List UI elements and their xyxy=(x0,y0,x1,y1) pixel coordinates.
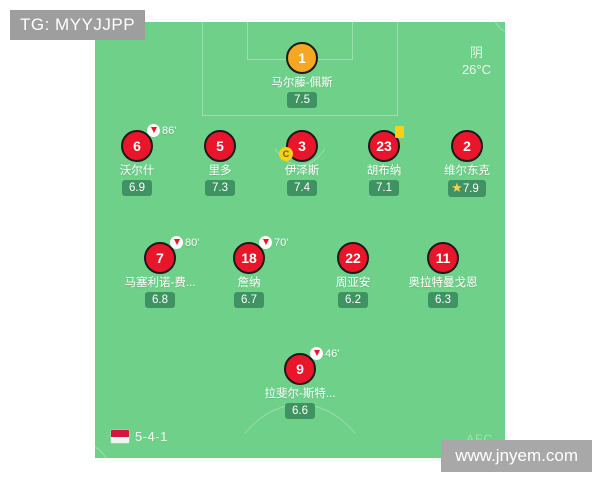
player-card[interactable]: 11 奥拉特曼戈恩 6.3 xyxy=(388,242,498,308)
player-rating-value: 7.9 xyxy=(462,183,479,195)
player-name: 詹纳 xyxy=(237,277,261,289)
team-flag-icon xyxy=(111,430,129,443)
sub-out-arrow-icon xyxy=(170,236,183,249)
player-rating: 7.1 xyxy=(369,180,399,196)
jersey-number-badge[interactable]: 23 xyxy=(368,130,400,162)
player-rating-row: 6.9 xyxy=(95,180,192,196)
player-rating-row: 7.5 xyxy=(247,92,357,108)
flag-band-bottom xyxy=(111,436,129,443)
jersey-wrap[interactable]: 11 xyxy=(427,242,459,274)
player-card[interactable]: 18 70' 詹纳 6.7 xyxy=(194,236,304,308)
jersey-wrap[interactable]: 23 xyxy=(368,126,404,162)
player-card[interactable]: 22 周亚安 6.2 xyxy=(298,242,408,308)
player-card[interactable]: 7 80' 马塞利诺-费... 6.8 xyxy=(105,236,215,308)
player-name: 维尔东克 xyxy=(444,165,490,177)
watermark-bottom-right: www.jnyem.com xyxy=(441,440,592,472)
player-rating: 6.7 xyxy=(234,292,264,308)
substitution-badge: 70' xyxy=(259,236,288,249)
jersey-number-badge[interactable]: 1 xyxy=(286,42,318,74)
sub-out-arrow-icon xyxy=(147,124,160,137)
player-rating-row: 6.7 xyxy=(194,292,304,308)
substitution-badge: 86' xyxy=(147,124,176,137)
weather-temperature: 26°C xyxy=(461,62,491,77)
player-rating: 7.4 xyxy=(287,180,317,196)
substitution-minute: 46' xyxy=(325,347,340,360)
jersey-number-badge[interactable]: 6 xyxy=(121,130,153,162)
watermark-top-left: TG: MYYJJPP xyxy=(10,10,146,40)
sub-out-arrow-icon xyxy=(259,236,272,249)
jersey-number-badge[interactable]: 9 xyxy=(284,353,316,385)
jersey-wrap[interactable]: 9 46' xyxy=(284,347,339,385)
sub-out-arrow-icon xyxy=(310,347,323,360)
substitution-minute: 70' xyxy=(274,236,289,249)
player-rating: ★7.9 xyxy=(448,180,486,197)
formation-indicator: 5-4-1 xyxy=(111,429,168,444)
player-card[interactable]: 3 C 伊泽斯 7.4 xyxy=(247,130,357,196)
jersey-number-badge[interactable]: 7 xyxy=(144,242,176,274)
player-card[interactable]: 5 里多 7.3 xyxy=(165,130,275,196)
player-rating: 6.6 xyxy=(285,403,315,419)
player-card[interactable]: 6 86' 沃尔什 6.9 xyxy=(95,124,192,196)
corner-arc-bottom-left xyxy=(95,442,111,458)
player-card[interactable]: 9 46' 拉斐尔-斯特... 6.6 xyxy=(245,347,355,419)
player-rating-row: 7.3 xyxy=(165,180,275,196)
penalty-arc-line xyxy=(258,82,342,166)
weather-info: 阴 26°C xyxy=(462,44,491,78)
player-rating: 6.9 xyxy=(122,180,152,196)
player-rating-row: 6.2 xyxy=(298,292,408,308)
football-pitch: 阴 26°C 5-4-1 AFC 1 马尔藤-佩斯 7.5 6 86' 沃尔什 6.9 5 里多… xyxy=(95,22,505,458)
player-rating-row: 6.6 xyxy=(245,403,355,419)
substitution-minute: 86' xyxy=(162,124,177,137)
jersey-number-badge[interactable]: 18 xyxy=(233,242,265,274)
player-card[interactable]: 2 维尔东克 ★7.9 xyxy=(412,130,505,197)
jersey-wrap[interactable]: 1 xyxy=(286,42,318,74)
weather-condition: 阴 xyxy=(469,45,483,60)
jersey-number-badge[interactable]: 22 xyxy=(337,242,369,274)
jersey-number-badge[interactable]: 11 xyxy=(427,242,459,274)
player-rating: 7.5 xyxy=(287,92,317,108)
jersey-wrap[interactable]: 22 xyxy=(337,242,369,274)
jersey-wrap[interactable]: 18 70' xyxy=(233,236,288,274)
player-rating-row: 6.3 xyxy=(388,292,498,308)
player-name: 马尔藤-佩斯 xyxy=(271,77,333,89)
flag-band-top xyxy=(111,430,129,437)
player-rating: 6.2 xyxy=(338,292,368,308)
player-card[interactable]: 23 胡布纳 7.1 xyxy=(329,126,439,196)
player-rating: 6.3 xyxy=(428,292,458,308)
man-of-the-match-star-icon: ★ xyxy=(451,180,463,195)
player-rating: 7.3 xyxy=(205,180,235,196)
player-name: 拉斐尔-斯特... xyxy=(264,388,336,400)
player-rating: 6.8 xyxy=(145,292,175,308)
player-rating-row: 7.4 xyxy=(247,180,357,196)
substitution-minute: 80' xyxy=(185,236,200,249)
substitution-badge: 46' xyxy=(310,347,339,360)
jersey-wrap[interactable]: 5 xyxy=(204,130,236,162)
jersey-wrap[interactable]: 2 xyxy=(451,130,483,162)
player-rating-row: ★7.9 xyxy=(412,180,505,197)
formation-label: 5-4-1 xyxy=(135,429,168,444)
captain-armband-icon: C xyxy=(279,147,293,161)
jersey-number-badge[interactable]: 5 xyxy=(204,130,236,162)
jersey-wrap[interactable]: 7 80' xyxy=(144,236,199,274)
player-name: 奥拉特曼戈恩 xyxy=(408,277,478,289)
substitution-badge: 80' xyxy=(170,236,199,249)
player-card[interactable]: 1 马尔藤-佩斯 7.5 xyxy=(247,42,357,108)
jersey-number-badge[interactable]: 2 xyxy=(451,130,483,162)
player-rating-row: 6.8 xyxy=(105,292,215,308)
player-rating-row: 7.1 xyxy=(329,180,439,196)
jersey-wrap[interactable]: 6 86' xyxy=(121,124,176,162)
yellow-card-icon xyxy=(395,126,404,138)
corner-arc-top-right xyxy=(491,22,505,36)
